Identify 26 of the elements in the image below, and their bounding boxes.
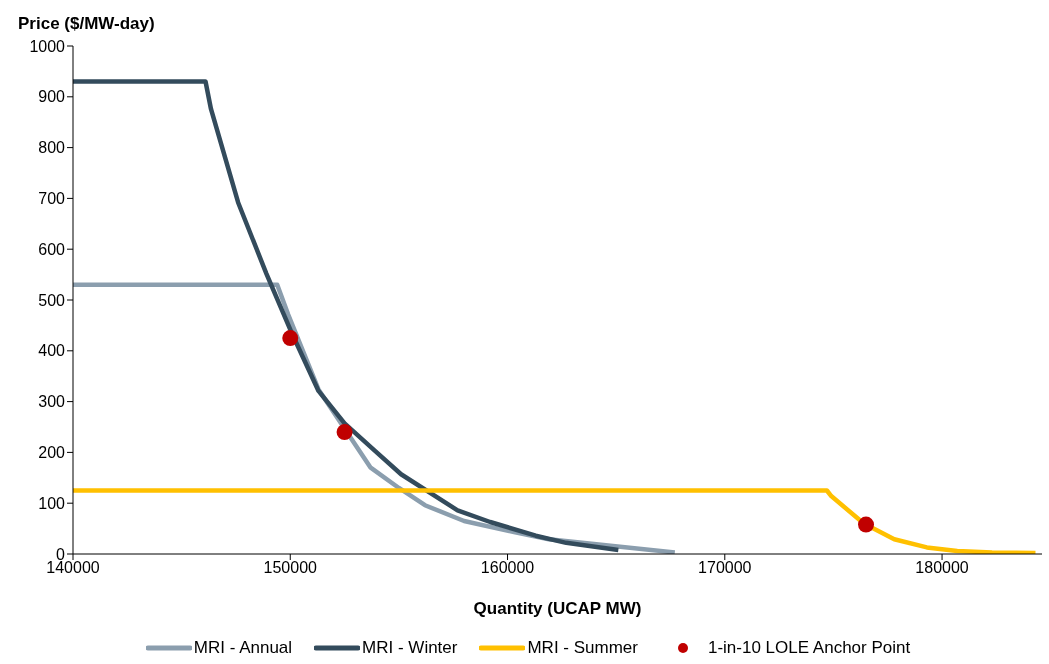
line-series bbox=[73, 79, 621, 553]
y-tick-label: 400 bbox=[38, 342, 66, 360]
x-tick-label: 160000 bbox=[480, 559, 535, 577]
x-tick-label: 170000 bbox=[698, 559, 752, 577]
y-tick-label: 900 bbox=[38, 88, 66, 106]
x-tick-label: 180000 bbox=[915, 559, 969, 577]
point bbox=[336, 424, 353, 441]
point bbox=[858, 516, 875, 533]
y-tick-label: 100 bbox=[38, 494, 66, 512]
y-tick-label: 800 bbox=[38, 139, 66, 157]
y-tick-label: 600 bbox=[38, 240, 66, 258]
y-tick-label: 300 bbox=[38, 393, 66, 411]
x-tick-label: 150000 bbox=[263, 559, 318, 577]
legend-label: 1-in-10 LOLE Anchor Point bbox=[707, 638, 911, 658]
y-tick-label: 200 bbox=[38, 444, 66, 462]
x-tick-label: 140000 bbox=[46, 559, 100, 577]
y-axis-title: Price ($/MW-day) bbox=[18, 14, 155, 34]
y-tick-label: 700 bbox=[38, 190, 66, 208]
x-axis-title: Quantity (UCAP MW) bbox=[473, 599, 642, 618]
line-series bbox=[73, 488, 1038, 554]
y-tick-label: 500 bbox=[38, 291, 66, 309]
legend-label: MRI - Winter bbox=[362, 638, 458, 658]
y-tick-label: 1000 bbox=[29, 37, 66, 55]
legend-label: MRI - Annual bbox=[193, 638, 293, 658]
legend-label: MRI - Summer bbox=[527, 638, 638, 658]
point bbox=[282, 330, 299, 347]
